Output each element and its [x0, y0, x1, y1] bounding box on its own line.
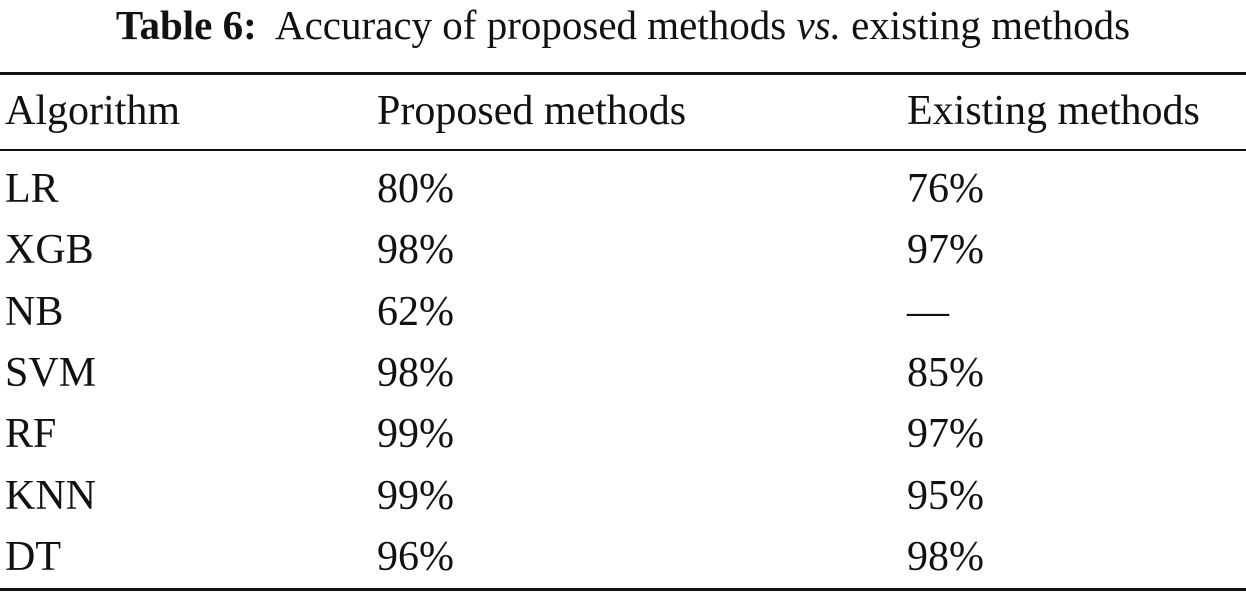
header-cell: Proposed methods: [377, 88, 687, 134]
table-cell: NB: [5, 288, 64, 335]
caption-text: existing methods: [851, 2, 1131, 48]
table-cell: 98%: [377, 227, 454, 274]
bottom-rule: [0, 588, 1246, 591]
table-cell: SVM: [5, 349, 97, 396]
table-cell: 80%: [377, 166, 454, 212]
table-cell: —: [907, 288, 949, 335]
header-cell: Existing methods: [907, 88, 1200, 134]
table-cell: 76%: [907, 166, 984, 212]
table-cell: 97%: [907, 411, 984, 458]
table-caption: Table 6: Accuracy of proposed methods vs…: [0, 0, 1246, 50]
table-cell: 85%: [907, 349, 984, 396]
table-cell: RF: [5, 411, 57, 458]
table-cell: 97%: [907, 227, 984, 274]
caption-text: Accuracy of proposed methods: [275, 2, 787, 48]
table-cell: XGB: [5, 227, 94, 274]
table-cell: LR: [5, 166, 59, 212]
table-cell: 98%: [907, 533, 984, 580]
caption-label: Table 6:: [115, 2, 257, 48]
table-cell: DT: [5, 533, 61, 580]
top-rule: [0, 72, 1246, 75]
table-cell: 99%: [377, 411, 454, 458]
header-cell: Algorithm: [5, 88, 180, 134]
table-cell: KNN: [5, 472, 96, 519]
caption-emphasis: vs.: [796, 2, 841, 48]
table-cell: 98%: [377, 349, 454, 396]
table-cell: 96%: [377, 533, 454, 580]
table-cell: 62%: [377, 288, 454, 335]
header-rule: [0, 149, 1246, 151]
table-cell: 95%: [907, 472, 984, 519]
table-cell: 99%: [377, 472, 454, 519]
